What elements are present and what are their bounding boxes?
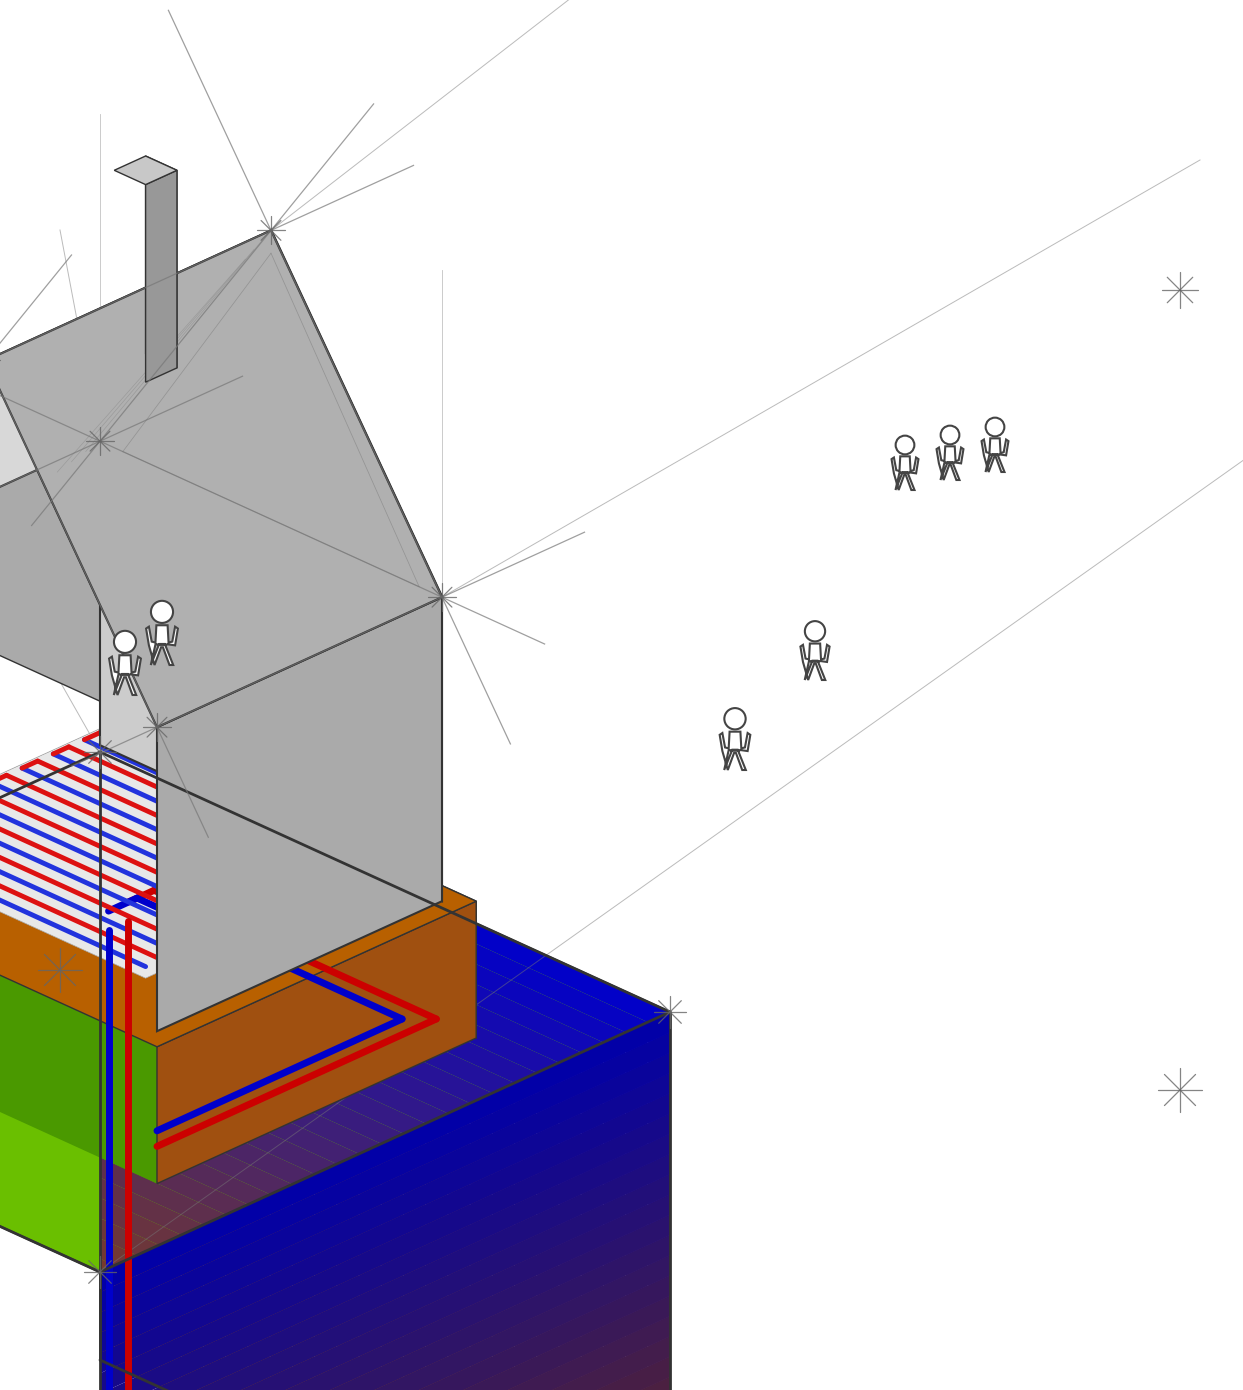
Polygon shape (99, 1154, 670, 1390)
Polygon shape (99, 873, 670, 1154)
Polygon shape (99, 1234, 670, 1390)
Polygon shape (346, 760, 397, 898)
Polygon shape (99, 1194, 670, 1390)
Polygon shape (99, 1016, 670, 1295)
Circle shape (896, 435, 915, 455)
Circle shape (986, 417, 1004, 436)
Polygon shape (99, 1116, 670, 1390)
Polygon shape (99, 853, 670, 1134)
Polygon shape (157, 901, 476, 1184)
Polygon shape (0, 231, 271, 571)
Polygon shape (99, 813, 670, 1093)
Polygon shape (99, 1012, 670, 1293)
Polygon shape (157, 598, 443, 1031)
Polygon shape (99, 974, 670, 1255)
Polygon shape (720, 731, 751, 770)
Polygon shape (99, 1158, 670, 1390)
Polygon shape (99, 1093, 670, 1373)
Polygon shape (99, 1295, 670, 1390)
Polygon shape (114, 156, 177, 185)
Polygon shape (99, 1073, 670, 1352)
Polygon shape (145, 156, 177, 368)
Polygon shape (147, 626, 178, 664)
Polygon shape (99, 1113, 670, 1390)
Polygon shape (99, 1036, 670, 1316)
Polygon shape (0, 752, 670, 1272)
Polygon shape (0, 730, 99, 1012)
Polygon shape (0, 360, 157, 727)
Polygon shape (99, 1357, 670, 1390)
Polygon shape (99, 1052, 670, 1333)
Polygon shape (891, 456, 919, 491)
Polygon shape (99, 1279, 670, 1390)
Polygon shape (99, 995, 670, 1276)
Circle shape (725, 708, 746, 730)
Polygon shape (0, 730, 476, 1047)
Polygon shape (99, 1316, 670, 1390)
Polygon shape (0, 866, 476, 1184)
Polygon shape (99, 441, 443, 901)
Polygon shape (99, 1033, 670, 1312)
Polygon shape (99, 1198, 670, 1390)
Polygon shape (99, 1340, 670, 1390)
Polygon shape (145, 171, 177, 382)
Polygon shape (99, 1336, 670, 1390)
Circle shape (150, 600, 173, 623)
Polygon shape (293, 760, 397, 808)
Polygon shape (99, 1300, 670, 1390)
Polygon shape (99, 1097, 670, 1377)
Polygon shape (99, 1255, 670, 1390)
Polygon shape (99, 934, 670, 1215)
Polygon shape (936, 446, 963, 480)
Polygon shape (99, 1377, 670, 1390)
Polygon shape (346, 784, 397, 922)
Circle shape (114, 631, 135, 653)
Polygon shape (99, 1175, 670, 1390)
Polygon shape (99, 1056, 670, 1336)
Circle shape (805, 621, 825, 641)
Circle shape (941, 425, 960, 445)
Polygon shape (99, 1259, 670, 1390)
Polygon shape (99, 833, 670, 1113)
Polygon shape (99, 1137, 670, 1390)
Polygon shape (0, 728, 397, 979)
Polygon shape (0, 231, 443, 727)
Polygon shape (99, 1177, 670, 1390)
Polygon shape (800, 644, 829, 680)
Polygon shape (99, 1215, 670, 1390)
Polygon shape (99, 730, 476, 1038)
Polygon shape (99, 1218, 670, 1390)
Polygon shape (99, 894, 670, 1175)
Polygon shape (99, 1319, 670, 1390)
Polygon shape (982, 438, 1008, 473)
Polygon shape (99, 773, 670, 1052)
Polygon shape (99, 1076, 670, 1357)
Polygon shape (99, 1276, 670, 1390)
Polygon shape (99, 915, 670, 1194)
Polygon shape (99, 752, 670, 1033)
Polygon shape (99, 955, 670, 1234)
Polygon shape (99, 792, 670, 1073)
Polygon shape (99, 1134, 670, 1390)
Polygon shape (99, 231, 443, 598)
Polygon shape (109, 655, 140, 695)
Polygon shape (99, 1238, 670, 1390)
